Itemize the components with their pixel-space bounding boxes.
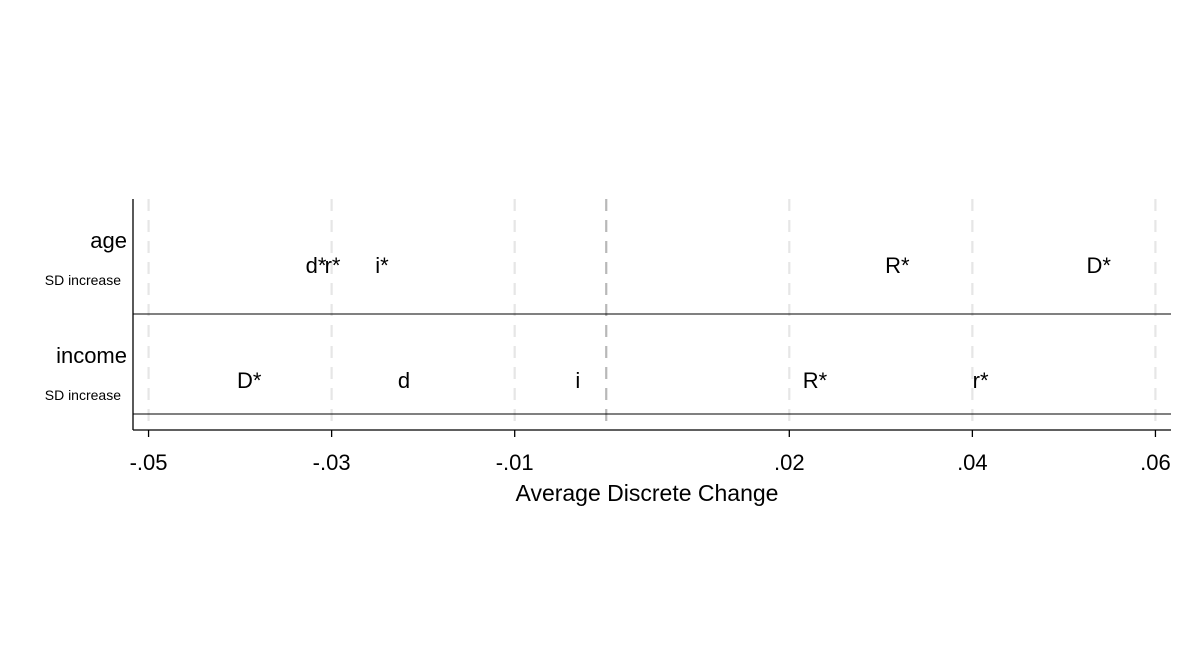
x-tick-label: .02 bbox=[774, 450, 805, 475]
x-tick-label: -.01 bbox=[496, 450, 534, 475]
point-marker: D* bbox=[237, 368, 262, 393]
x-tick-label: .04 bbox=[957, 450, 988, 475]
point-marker: D* bbox=[1086, 253, 1111, 278]
axis-layer: -.05 -.03 -.01 .02 .04 .06 bbox=[130, 199, 1171, 475]
point-layer: d*r* i* R* D*D* d i R* r* bbox=[237, 253, 1111, 393]
point-marker: r* bbox=[325, 253, 341, 278]
point-marker: R* bbox=[803, 368, 828, 393]
row-sublabel-age: SD increase bbox=[45, 272, 121, 288]
x-tick-label: .06 bbox=[1140, 450, 1171, 475]
point-marker: i* bbox=[375, 253, 389, 278]
point-marker: r* bbox=[973, 368, 989, 393]
x-tick-label: -.03 bbox=[313, 450, 351, 475]
point-marker: d bbox=[398, 368, 410, 393]
x-tick-label: -.05 bbox=[130, 450, 168, 475]
row-label-income: income bbox=[56, 343, 127, 368]
point-marker: d* bbox=[306, 253, 327, 278]
label-layer: age SD increase income SD increase bbox=[45, 228, 127, 403]
row-label-age: age bbox=[90, 228, 127, 253]
x-axis-title: Average Discrete Change bbox=[516, 480, 779, 506]
row-sublabel-income: SD increase bbox=[45, 387, 121, 403]
point-marker: R* bbox=[885, 253, 910, 278]
point-marker: i bbox=[575, 368, 580, 393]
